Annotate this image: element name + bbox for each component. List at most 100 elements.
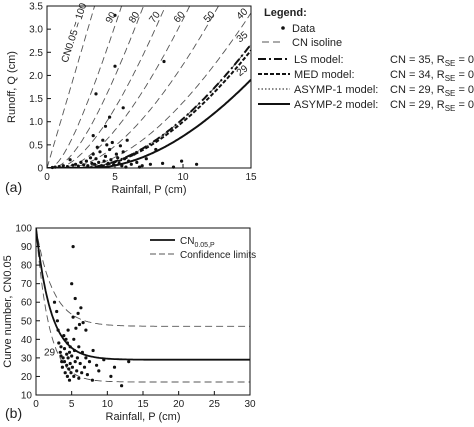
data-point (80, 371, 84, 375)
data-point (113, 13, 117, 17)
data-point (79, 160, 83, 164)
data-point (97, 369, 101, 373)
data-point (114, 152, 118, 156)
data-point (62, 334, 66, 338)
data-point (65, 165, 69, 169)
data-point (71, 315, 75, 319)
data-point (66, 328, 70, 332)
data-point (122, 157, 127, 161)
confidence-lower-line (36, 228, 250, 383)
data-point (67, 350, 72, 354)
data-point (62, 347, 67, 351)
y-axis-label: Curve number, CN0.05 (2, 255, 14, 368)
isoline-label-60: 60 (172, 9, 188, 25)
plot-frame (46, 5, 252, 169)
series-line-asymp-2-model (47, 78, 251, 168)
data-point (91, 134, 95, 138)
data-point (67, 378, 72, 382)
y-tick-label: 100 (15, 224, 32, 235)
legend-label: CN isoline (292, 37, 342, 49)
isoline-label-29: 29 (235, 63, 251, 79)
y-tick-label: 3.5 (29, 2, 43, 13)
legend-b-limits-label: Confidence limits (180, 250, 256, 261)
isoline-cn-35 (47, 44, 251, 168)
confidence-upper-line (36, 228, 250, 327)
data-points-b (52, 245, 131, 388)
data-point (61, 356, 65, 360)
data-point (56, 328, 60, 332)
data-point (125, 138, 129, 142)
data-point (94, 157, 98, 161)
panel-label-b: (b) (5, 405, 22, 421)
data-point (108, 115, 112, 119)
data-point (93, 162, 97, 166)
data-point (121, 106, 125, 110)
data-point (55, 319, 60, 323)
legend-title: Legend: (264, 7, 307, 19)
data-point (110, 140, 114, 145)
isoline-cn-80 (47, 6, 145, 168)
data-point (73, 360, 77, 364)
x-tick-label: 10 (102, 399, 114, 410)
data-point (95, 363, 99, 367)
data-point (113, 64, 117, 68)
x-tick-label: 5 (112, 172, 118, 183)
data-point (116, 156, 120, 160)
data-point (77, 376, 81, 380)
data-point (61, 164, 65, 168)
series-line-ls-model (47, 43, 251, 168)
data-point (109, 158, 113, 162)
data-point (69, 371, 73, 375)
y-tick-label: 1.5 (29, 94, 43, 105)
data-point (154, 147, 158, 152)
model-curves (47, 43, 251, 168)
y-tick-label: 70 (21, 279, 33, 290)
x-tick-label: 10 (177, 172, 189, 183)
x-axis-label: Rainfall, P (cm) (106, 411, 181, 423)
y-tick-label: 50 (21, 316, 33, 327)
y-tick-label: 0 (37, 164, 43, 175)
data-point (70, 365, 74, 369)
data-point (81, 321, 85, 325)
data-point (162, 59, 166, 64)
legend-label: ASYMP-1 model: (294, 84, 378, 96)
data-point (105, 143, 109, 147)
data-point (66, 356, 70, 360)
legend-stat: CN = 29, RSE = 0.97 (390, 84, 474, 98)
legend-stat: CN = 29, RSE = 0.97 (390, 99, 474, 113)
data-point (161, 161, 165, 165)
data-point (106, 161, 110, 165)
x-tick-label: 0 (33, 399, 39, 410)
data-point (59, 345, 63, 349)
data-point (65, 374, 69, 378)
data-point (79, 306, 83, 310)
data-point (118, 144, 122, 148)
legend-label: LS model: (294, 54, 344, 66)
data-point (58, 350, 62, 354)
data-point (82, 163, 86, 167)
data-point (102, 159, 106, 163)
data-point (72, 348, 77, 353)
data-point (148, 162, 152, 166)
legend-stat: CN = 35, RSE = 0.93 (390, 54, 474, 68)
isoline-label-35: 35 (235, 29, 251, 45)
legend-b-curve-label: CN0.05,P (180, 236, 215, 249)
data-point (84, 356, 88, 360)
y-tick-label: 20 (21, 372, 33, 383)
y-tick-label: 40 (21, 335, 33, 346)
data-point (91, 152, 95, 156)
cn-curve-line (36, 228, 250, 361)
data-point (112, 365, 117, 369)
data-point (144, 157, 148, 161)
data-point (85, 373, 89, 377)
data-point (101, 138, 105, 142)
data-point (99, 164, 103, 168)
data-point (60, 365, 64, 369)
data-point (68, 345, 72, 349)
isoline-label-70: 70 (147, 9, 163, 25)
data-point (140, 164, 144, 168)
data-points (50, 13, 199, 170)
data-point (84, 159, 88, 163)
data-point (52, 300, 57, 304)
